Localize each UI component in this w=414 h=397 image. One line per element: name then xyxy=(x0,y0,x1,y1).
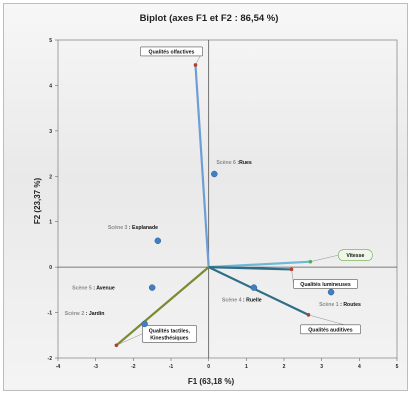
variable-label-box xyxy=(140,46,203,57)
variable-label: Qualités tactiles, xyxy=(149,328,191,334)
variable-tip-point xyxy=(193,63,198,67)
observation-point xyxy=(141,320,148,328)
variable-vector xyxy=(115,266,210,347)
observation-point xyxy=(211,170,218,178)
x-tick-label: 4 xyxy=(358,364,361,370)
observation-point xyxy=(327,288,335,296)
y-tick-label: 3 xyxy=(49,129,52,135)
observation-label-name: : Jardin xyxy=(84,311,104,317)
variable-vector xyxy=(208,260,311,269)
x-tick-label: 2 xyxy=(283,364,286,370)
x-tick-label: -3 xyxy=(93,364,98,370)
variable-vector xyxy=(208,266,309,316)
x-tick-label: -4 xyxy=(56,364,61,370)
y-tick-label: 1 xyxy=(49,220,52,226)
observation-label-name: :Rues xyxy=(236,160,252,166)
variable-label: Qualités olfactives xyxy=(149,49,195,55)
observation-label: Scène 5 : Avenue xyxy=(72,286,115,292)
observation-label: Scène 1 : Routes xyxy=(319,302,361,308)
observation-point xyxy=(154,237,162,245)
x-axis-label: F1 (63,18 %) xyxy=(188,377,235,386)
variable-label: Qualités lumineuses xyxy=(300,282,351,288)
observation-label: Scène 4 : Ruelle xyxy=(222,298,262,304)
variable-label: Qualités auditives xyxy=(308,327,353,333)
observation-label: Scène 3 : Esplanade xyxy=(108,225,158,231)
observation-label-prefix: Scène 2 xyxy=(65,311,85,317)
observation-label-prefix: Scène 3 xyxy=(108,225,128,231)
x-tick-label: 5 xyxy=(396,364,399,370)
variable-leader-line xyxy=(116,333,143,346)
x-tick-label: -1 xyxy=(169,364,174,370)
plot-area: -4 -3 -2 -1 0 1 2 3 4 5 -2 -1 0 1 2 3 4 5 Qualités olfacti… xyxy=(48,38,399,370)
observation-label-name: : Routes xyxy=(339,302,361,308)
observation-label-prefix: Scène 5 xyxy=(72,286,92,292)
observation-label-name: : Ruelle xyxy=(241,298,261,304)
y-tick-label: 4 xyxy=(49,83,52,89)
observation-label-prefix: Scène 6 xyxy=(216,160,236,166)
variable-vector xyxy=(194,64,210,268)
variable-tip-point xyxy=(114,343,119,348)
y-axis-label: F2 (23,37 %) xyxy=(33,178,42,225)
variable-leader-line xyxy=(291,269,294,284)
x-tick-label: 1 xyxy=(245,364,248,370)
y-tick-label: 2 xyxy=(49,174,52,180)
y-tick-label: -1 xyxy=(48,311,53,317)
x-tick-label: -2 xyxy=(131,364,136,370)
biplot-chart: Biplot (axes F1 et F2 : 86,54 %) F1 (63,… xyxy=(33,13,399,386)
observation-label-prefix: Scène 4 xyxy=(222,298,242,304)
variable-label-box xyxy=(300,324,361,335)
variable-label-box xyxy=(338,249,373,261)
plot-border xyxy=(57,39,398,359)
observation-point xyxy=(148,284,156,291)
x-tick-label: 0 xyxy=(207,364,210,370)
chart-frame: Biplot (axes F1 et F2 : 86,54 %) F1 (63,… xyxy=(3,3,408,391)
y-tick-label: -2 xyxy=(48,356,53,362)
variable-label: Vitesse xyxy=(346,253,364,259)
x-tick-label: 3 xyxy=(320,364,323,370)
observation-label-prefix: Scène 1 xyxy=(319,302,339,308)
variable-label-box xyxy=(142,324,197,343)
observation-label: Scène 2 : Jardin xyxy=(65,311,105,317)
y-tick-label: 0 xyxy=(49,265,52,271)
variable-label-box xyxy=(293,279,358,289)
observation-label-name: : Esplanade xyxy=(127,225,158,231)
observation-label-name: : Avenue xyxy=(92,286,115,292)
variable-label: Kinesthésiques xyxy=(150,335,188,341)
variable-vector xyxy=(208,266,292,271)
y-tick-label: 5 xyxy=(49,38,52,44)
observation-label: Scène 6 :Rues xyxy=(216,160,252,166)
variable-leader-line xyxy=(310,254,339,262)
observation-point xyxy=(250,284,258,291)
chart-title: Biplot (axes F1 et F2 : 86,54 %) xyxy=(140,13,279,24)
